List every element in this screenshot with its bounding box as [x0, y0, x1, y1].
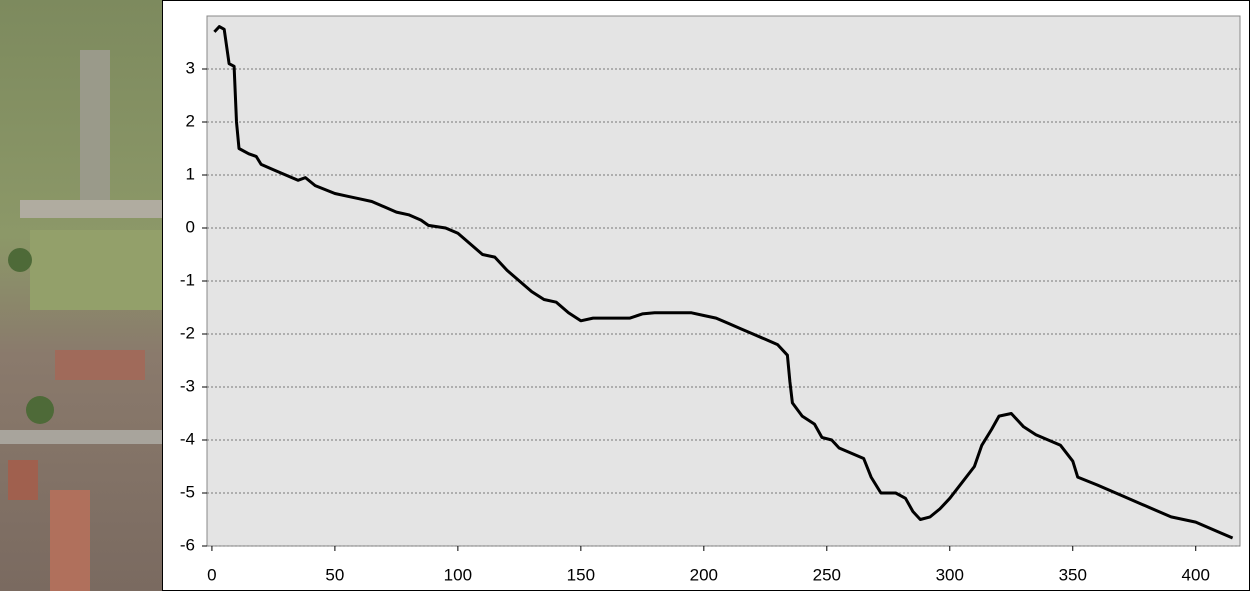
y-tick-label: -1: [180, 270, 195, 289]
x-tick-label: 250: [813, 565, 841, 584]
y-tick-label: 0: [186, 217, 195, 236]
x-tick-label: 300: [936, 565, 964, 584]
y-tick-label: -4: [180, 429, 195, 448]
y-tick-label: -3: [180, 376, 195, 395]
x-tick-label: 350: [1059, 565, 1087, 584]
x-tick-label: 400: [1182, 565, 1210, 584]
y-tick-label: 2: [186, 111, 195, 130]
aerial-image: [0, 0, 162, 591]
y-tick-label: -2: [180, 323, 195, 342]
x-tick-label: 0: [207, 565, 216, 584]
x-tick-label: 150: [567, 565, 595, 584]
y-tick-label: 1: [186, 164, 195, 183]
y-tick-label: -5: [180, 482, 195, 501]
x-tick-label: 200: [690, 565, 718, 584]
y-tick-label: -6: [180, 535, 195, 554]
data-line: [213, 25, 1234, 540]
x-tick-label: 100: [444, 565, 472, 584]
y-tick-label: 3: [186, 58, 195, 77]
x-tick-label: 50: [325, 565, 344, 584]
